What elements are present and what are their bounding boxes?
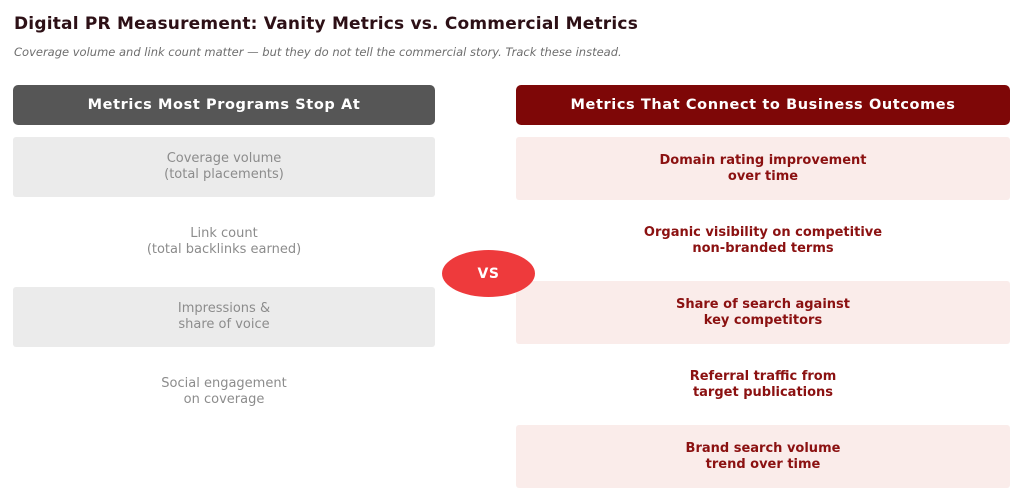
vanity-metrics-header: Metrics Most Programs Stop At [13,85,435,125]
commercial-metric-item: Organic visibility on competitive non-br… [643,224,883,256]
vs-badge: VS [442,250,535,297]
vanity-metrics-column: Metrics Most Programs Stop At Coverage v… [13,85,435,437]
page-title: Digital PR Measurement: Vanity Metrics v… [14,14,639,34]
commercial-metrics-header: Metrics That Connect to Business Outcome… [516,85,1010,125]
commercial-metrics-column: Metrics That Connect to Business Outcome… [516,85,1010,493]
commercial-metric-item: Brand search volume trend over time [516,425,1010,488]
vanity-metric-item: Impressions & share of voice [13,287,435,347]
vanity-metric-item: Coverage volume (total placements) [13,137,435,197]
vanity-metric-item: Link count (total backlinks earned) [146,226,302,257]
commercial-metric-item: Referral traffic from target publication… [689,368,837,400]
commercial-metric-item: Share of search against key competitors [516,281,1010,344]
vanity-metric-item: Social engagement on coverage [161,376,287,407]
commercial-metric-item: Domain rating improvement over time [516,137,1010,200]
page-subtitle: Coverage volume and link count matter — … [14,45,622,59]
